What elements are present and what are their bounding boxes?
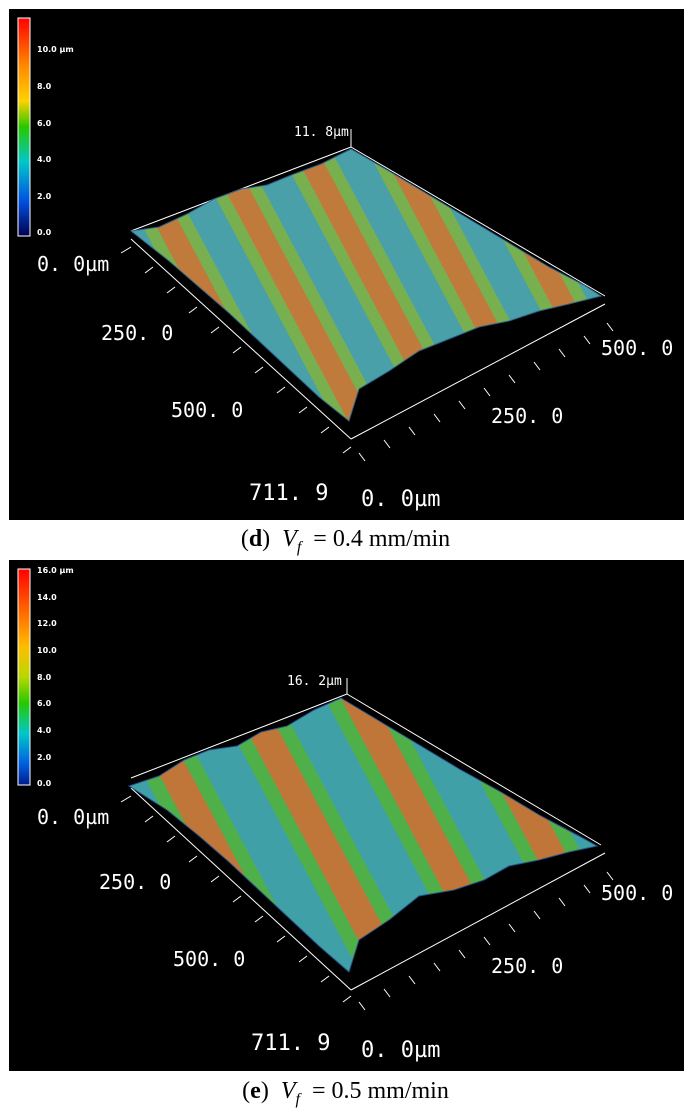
right-axis-ticks (358, 322, 614, 462)
colorbar-tick: 12.0 (37, 619, 57, 628)
surface-plot-panel-d: 10.0 µm 8.0 6.0 4.0 2.0 0.0 (9, 9, 684, 520)
right-axis-end-label: 500. 0 (601, 881, 673, 905)
colorbar-tick: 0.0 (37, 779, 52, 788)
colorbar-tick: 2.0 (37, 192, 52, 201)
left-axis-tick-label: 500. 0 (173, 947, 245, 971)
colorbar-tick: 6.0 (37, 119, 52, 128)
surface-plot-panel-e: 16.0 µm 14.0 12.0 10.0 8.0 6.0 4.0 2.0 0… (9, 560, 684, 1071)
colorbar-tick: 0.0 (37, 228, 52, 237)
colorbar-tick: 10.0 (37, 646, 57, 655)
right-axis-end-label: 500. 0 (601, 336, 673, 360)
peak-height-label: 11. 8µm (294, 125, 349, 140)
colorbar-max-label: 16.0 µm (37, 566, 74, 575)
colorbar-tick: 4.0 (37, 155, 52, 164)
colorbar-tick: 2.0 (37, 753, 52, 762)
left-axis-end-label: 711. 9 (249, 481, 328, 506)
colorbar-max-label: 10.0 µm (37, 45, 74, 54)
left-axis-end-label: 711. 9 (251, 1031, 330, 1056)
left-axis-tick-label: 250. 0 (99, 870, 171, 894)
right-axis-ticks (358, 871, 614, 1011)
colorbar-tick: 6.0 (37, 699, 52, 708)
colorbar-tick: 8.0 (37, 82, 52, 91)
caption-d: (d) Vf = 0.4 mm/min (240, 526, 451, 556)
left-axis-tick-label: 500. 0 (171, 398, 243, 422)
surface-mesh (129, 148, 603, 422)
surface-mesh (127, 697, 599, 973)
left-axis-tick-label: 250. 0 (101, 321, 173, 345)
surface-plot-d: 10.0 µm 8.0 6.0 4.0 2.0 0.0 (17, 17, 673, 512)
right-axis-tick-label: 250. 0 (491, 404, 563, 428)
color-scale-bar: 16.0 µm 14.0 12.0 10.0 8.0 6.0 4.0 2.0 0… (17, 566, 74, 788)
peak-height-label: 16. 2µm (287, 674, 342, 689)
right-axis-origin-label: 0. 0µm (361, 1038, 440, 1063)
colorbar-tick: 4.0 (37, 726, 52, 735)
left-axis-ticks (120, 246, 352, 454)
colorbar-tick: 14.0 (37, 593, 57, 602)
left-axis-origin-label: 0. 0µm (37, 252, 109, 276)
right-axis-origin-label: 0. 0µm (361, 487, 440, 512)
left-axis-origin-label: 0. 0µm (37, 805, 109, 829)
caption-e: (e) Vf = 0.5 mm/min (242, 1078, 449, 1108)
color-scale-bar: 10.0 µm 8.0 6.0 4.0 2.0 0.0 (17, 17, 74, 237)
colorbar-tick: 8.0 (37, 673, 52, 682)
right-axis-tick-label: 250. 0 (491, 954, 563, 978)
bounding-box-lines (130, 678, 606, 991)
surface-plot-e: 16.0 µm 14.0 12.0 10.0 8.0 6.0 4.0 2.0 0… (17, 566, 673, 1063)
left-axis-ticks (120, 795, 352, 1003)
